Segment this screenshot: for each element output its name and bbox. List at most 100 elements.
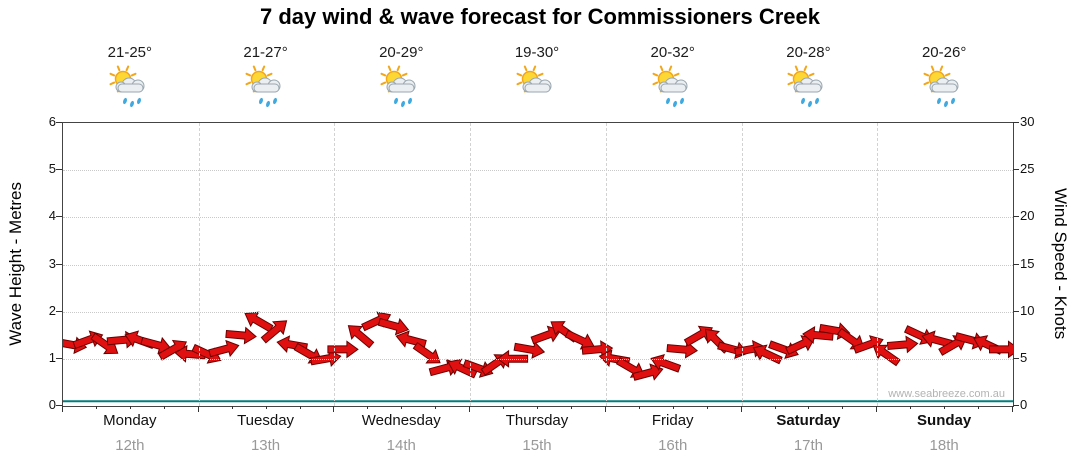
rain-drop [265,100,270,108]
tick-label-left: 4 [48,208,56,224]
tick-mark-left [56,169,62,171]
sun-ray [402,72,408,77]
wind-arrow [309,349,342,368]
weather-icon-slot [242,64,290,110]
tick-label-right: 25 [1020,161,1035,177]
minor-tick-bottom [570,406,572,409]
minor-tick-bottom [401,406,403,409]
tick-mark-bottom [197,406,199,412]
tick-mark-right [1013,405,1019,406]
temperature-label: 21-27° [243,44,288,61]
day-date-label: 13th [250,437,281,454]
day-name-label: Wednesday [361,412,441,429]
sun-ray [396,65,401,72]
tick-label-right: 15 [1020,255,1035,271]
minor-tick-bottom [774,406,776,409]
minor-tick-bottom [95,406,97,409]
wind-arrow [886,335,919,354]
sun-ray [787,81,794,86]
left-axis-label-wrap: Wave Height - Metres [4,122,28,405]
tick-label-right: 30 [1020,114,1035,129]
sun-ray [930,65,935,72]
tick-mark-bottom [740,406,742,412]
minor-tick-bottom [503,406,505,409]
tick-mark-right [1013,357,1019,359]
rain-drop [394,97,399,105]
tick-label-left: 5 [48,161,56,177]
cloud-shape [386,77,416,93]
cloud-shape [793,77,823,93]
sun-ray [532,65,537,72]
v-gridline [605,123,607,406]
sun-ray [652,81,658,86]
day-date-label: 12th [115,437,145,454]
h-gridline [63,170,1013,172]
wind-arrow [921,330,953,348]
cloud-shape [522,77,552,93]
h-gridline [63,311,1013,313]
wind-arrow [244,311,274,333]
v-gridline [334,123,336,406]
sun-ray [380,72,387,77]
sun-cloud-rain-icon [245,65,281,108]
sun-ray [245,81,251,86]
temperature-label: 20-28° [786,44,831,61]
temperature-label: 19-30° [514,44,560,61]
v-gridline [741,123,743,406]
tick-label-left: 6 [48,114,56,129]
sun-ray [130,72,137,77]
day-date-label: 14th [386,437,416,454]
h-gridline [63,264,1013,266]
day-date-label: 17th [793,437,824,454]
minor-tick-bottom [808,406,810,409]
sun-cloud-icon [516,65,552,93]
tick-mark-left [56,357,62,359]
rain-drop [815,97,820,105]
cloud-shape [929,77,959,93]
rain-drop [122,97,127,105]
sun-ray [923,81,930,86]
sun-ray [109,81,116,86]
chart-title: 7 day wind & wave forecast for Commissio… [260,4,820,29]
cloud-shape [251,77,281,93]
sun-ray [795,65,799,72]
minor-tick-bottom [163,406,165,409]
sun-ray [266,72,273,77]
v-gridline [470,123,472,406]
sun-ray [804,65,808,72]
weather-icon-slot [513,64,561,110]
v-gridline [198,123,200,406]
rain-drop [665,97,670,105]
tick-mark-bottom [876,406,878,412]
wind-arrow [347,325,375,349]
sun-ray [380,81,387,86]
sun-ray [944,72,951,77]
sun-ray [516,81,523,86]
tick-mark-bottom [604,406,606,412]
wind-arrow [225,326,257,345]
minor-tick-bottom [299,406,301,409]
minor-tick-bottom [265,406,267,409]
tick-label-right: 10 [1020,302,1035,318]
sun-ray [523,65,528,72]
day-name-label: Sunday [917,412,972,429]
rain-drop [258,97,263,105]
rain-drop [951,97,956,105]
weather-icon-slot [106,64,154,110]
minor-tick-bottom [672,406,674,409]
rain-drop [401,100,406,108]
rain-drop [672,100,677,108]
minor-tick-bottom [978,406,980,409]
tick-label-right: 5 [1020,349,1028,365]
sun-cloud-rain-icon [923,65,959,108]
tick-mark-bottom [333,406,335,412]
wind-arrow [989,340,1013,359]
tick-mark-left [56,405,62,406]
temperature-label: 20-29° [379,44,424,61]
minor-tick-bottom [367,406,369,409]
minor-tick-bottom [435,406,437,409]
sun-ray [252,65,256,72]
minor-tick-bottom [537,406,538,409]
wind-arrow [327,340,359,359]
tick-label-left: 2 [48,302,56,318]
